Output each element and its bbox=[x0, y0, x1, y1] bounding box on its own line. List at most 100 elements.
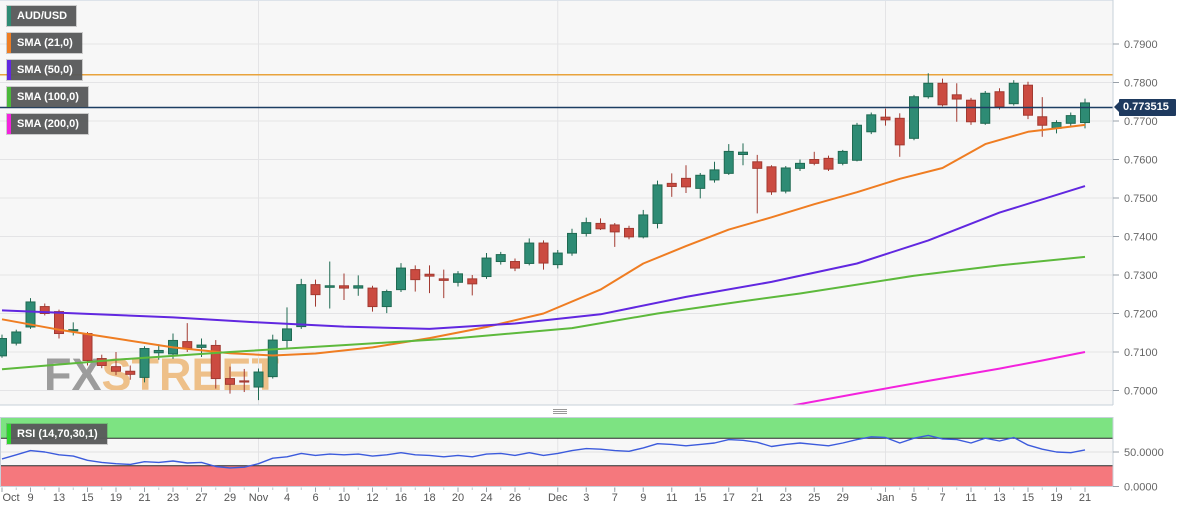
pane-resize-handle[interactable] bbox=[552, 408, 568, 416]
candle bbox=[624, 225, 634, 240]
candle bbox=[111, 352, 121, 376]
date-axis-label: 24 bbox=[480, 492, 492, 504]
date-axis-label: Jan bbox=[877, 492, 895, 504]
current-price-badge: 0.773515 bbox=[1114, 98, 1176, 116]
sma-100-line bbox=[1, 255, 1086, 371]
price-axis-label: 0.7800 bbox=[1124, 78, 1158, 90]
date-axis-label: 11 bbox=[965, 492, 976, 504]
candle bbox=[766, 165, 777, 195]
date-axis-label: 19 bbox=[110, 492, 122, 504]
price-axis-label: 0.7700 bbox=[1124, 116, 1158, 128]
price-axis-label: 0.7100 bbox=[1124, 347, 1158, 359]
candle bbox=[381, 289, 392, 314]
date-axis-labels: Oct 9 13 15 19 21 23 27 29 Nov 4 6 10 12 16 18 20 24 26 Dec… bbox=[1, 487, 1091, 504]
candle bbox=[609, 223, 620, 247]
price-axis-label: 0.7200 bbox=[1124, 309, 1158, 321]
date-axis-label: Oct bbox=[2, 492, 19, 504]
rsi-axis-label: 0.0000 bbox=[1124, 482, 1158, 494]
rsi-overbought-band bbox=[0, 417, 1113, 439]
price-axis-label: 0.7000 bbox=[1124, 386, 1158, 398]
candle bbox=[453, 271, 463, 287]
candle bbox=[795, 159, 805, 172]
rsi-legend-item[interactable]: RSI (14,70,30,1) bbox=[7, 424, 107, 444]
candle bbox=[951, 83, 962, 122]
candle bbox=[880, 108, 891, 126]
candle bbox=[510, 258, 520, 272]
candle bbox=[0, 334, 7, 358]
sma-200-line bbox=[789, 351, 1086, 405]
legend-color-bar bbox=[7, 87, 11, 107]
date-axis-label: 25 bbox=[808, 492, 820, 504]
candle bbox=[339, 273, 349, 301]
candle bbox=[11, 329, 22, 346]
legend-item-sma-21-0[interactable]: SMA (21,0) bbox=[7, 33, 82, 53]
candle bbox=[1080, 98, 1090, 129]
sma-50-line bbox=[1, 185, 1086, 330]
candle bbox=[225, 366, 235, 394]
legend-item-label: SMA (100,0) bbox=[17, 91, 79, 103]
candle bbox=[937, 78, 948, 107]
date-axis-label: 18 bbox=[423, 492, 435, 504]
candle bbox=[1008, 80, 1019, 106]
candle bbox=[310, 279, 321, 307]
date-axis-label: 19 bbox=[1050, 492, 1062, 504]
candle bbox=[296, 278, 307, 329]
candle bbox=[837, 149, 848, 166]
candle bbox=[581, 217, 592, 237]
candle bbox=[324, 261, 335, 309]
candle bbox=[966, 97, 976, 125]
date-axis-label: 15 bbox=[694, 492, 706, 504]
legend-color-bar bbox=[7, 6, 11, 26]
date-axis-label: 29 bbox=[837, 492, 849, 504]
price-axis-label: 0.7600 bbox=[1124, 155, 1158, 167]
badge-arrow-icon bbox=[1114, 102, 1119, 113]
price-axis-labels: 0.7900 0.7800 0.7700 0.7600 0.7500 0.7400 0.73… bbox=[1113, 39, 1158, 398]
sma-21-line bbox=[1, 123, 1086, 357]
candle bbox=[852, 122, 862, 162]
legend-item-label: SMA (21,0) bbox=[17, 37, 73, 49]
candle bbox=[638, 209, 649, 239]
rsi-oversold-band bbox=[0, 465, 1113, 487]
date-axis-label: 7 bbox=[939, 492, 945, 504]
legend-item-sma-100-0[interactable]: SMA (100,0) bbox=[7, 87, 88, 107]
legend-item-aud-usd[interactable]: AUD/USD bbox=[7, 6, 77, 26]
date-axis-label: 15 bbox=[1022, 492, 1034, 504]
date-axis-label: 13 bbox=[993, 492, 1005, 504]
candle bbox=[267, 334, 278, 379]
date-axis-label: 21 bbox=[1079, 492, 1091, 504]
candle bbox=[438, 269, 449, 299]
legend-item-label: SMA (50,0) bbox=[17, 64, 73, 76]
date-axis-label: 3 bbox=[583, 492, 589, 504]
date-axis-label: 12 bbox=[366, 492, 378, 504]
date-axis-label: Nov bbox=[249, 492, 269, 504]
legend-color-bar bbox=[7, 60, 11, 80]
rsi-line bbox=[1, 434, 1086, 469]
candle bbox=[481, 253, 492, 279]
candle bbox=[681, 165, 691, 193]
date-axis-label: 23 bbox=[780, 492, 792, 504]
candle bbox=[666, 173, 677, 197]
price-axis-label: 0.7300 bbox=[1124, 270, 1158, 282]
date-axis-label: 10 bbox=[338, 492, 350, 504]
candle bbox=[367, 285, 378, 312]
legend-item-sma-50-0[interactable]: SMA (50,0) bbox=[7, 60, 82, 80]
candle bbox=[595, 218, 606, 230]
candles bbox=[0, 73, 1090, 401]
candle bbox=[823, 155, 834, 172]
candle bbox=[495, 251, 506, 265]
legend-item-sma-200-0[interactable]: SMA (200,0) bbox=[7, 114, 88, 134]
date-axis-label: 29 bbox=[224, 492, 236, 504]
main-plot-area bbox=[0, 0, 1113, 405]
date-axis-label: 27 bbox=[195, 492, 207, 504]
candle bbox=[923, 73, 934, 99]
candle bbox=[54, 309, 64, 339]
date-axis-label: 6 bbox=[312, 492, 318, 504]
candle bbox=[82, 331, 93, 366]
candle bbox=[282, 307, 292, 349]
candle bbox=[538, 240, 549, 270]
date-axis-label: 11 bbox=[666, 492, 677, 504]
candle bbox=[809, 151, 820, 166]
date-axis-label: 21 bbox=[751, 492, 763, 504]
